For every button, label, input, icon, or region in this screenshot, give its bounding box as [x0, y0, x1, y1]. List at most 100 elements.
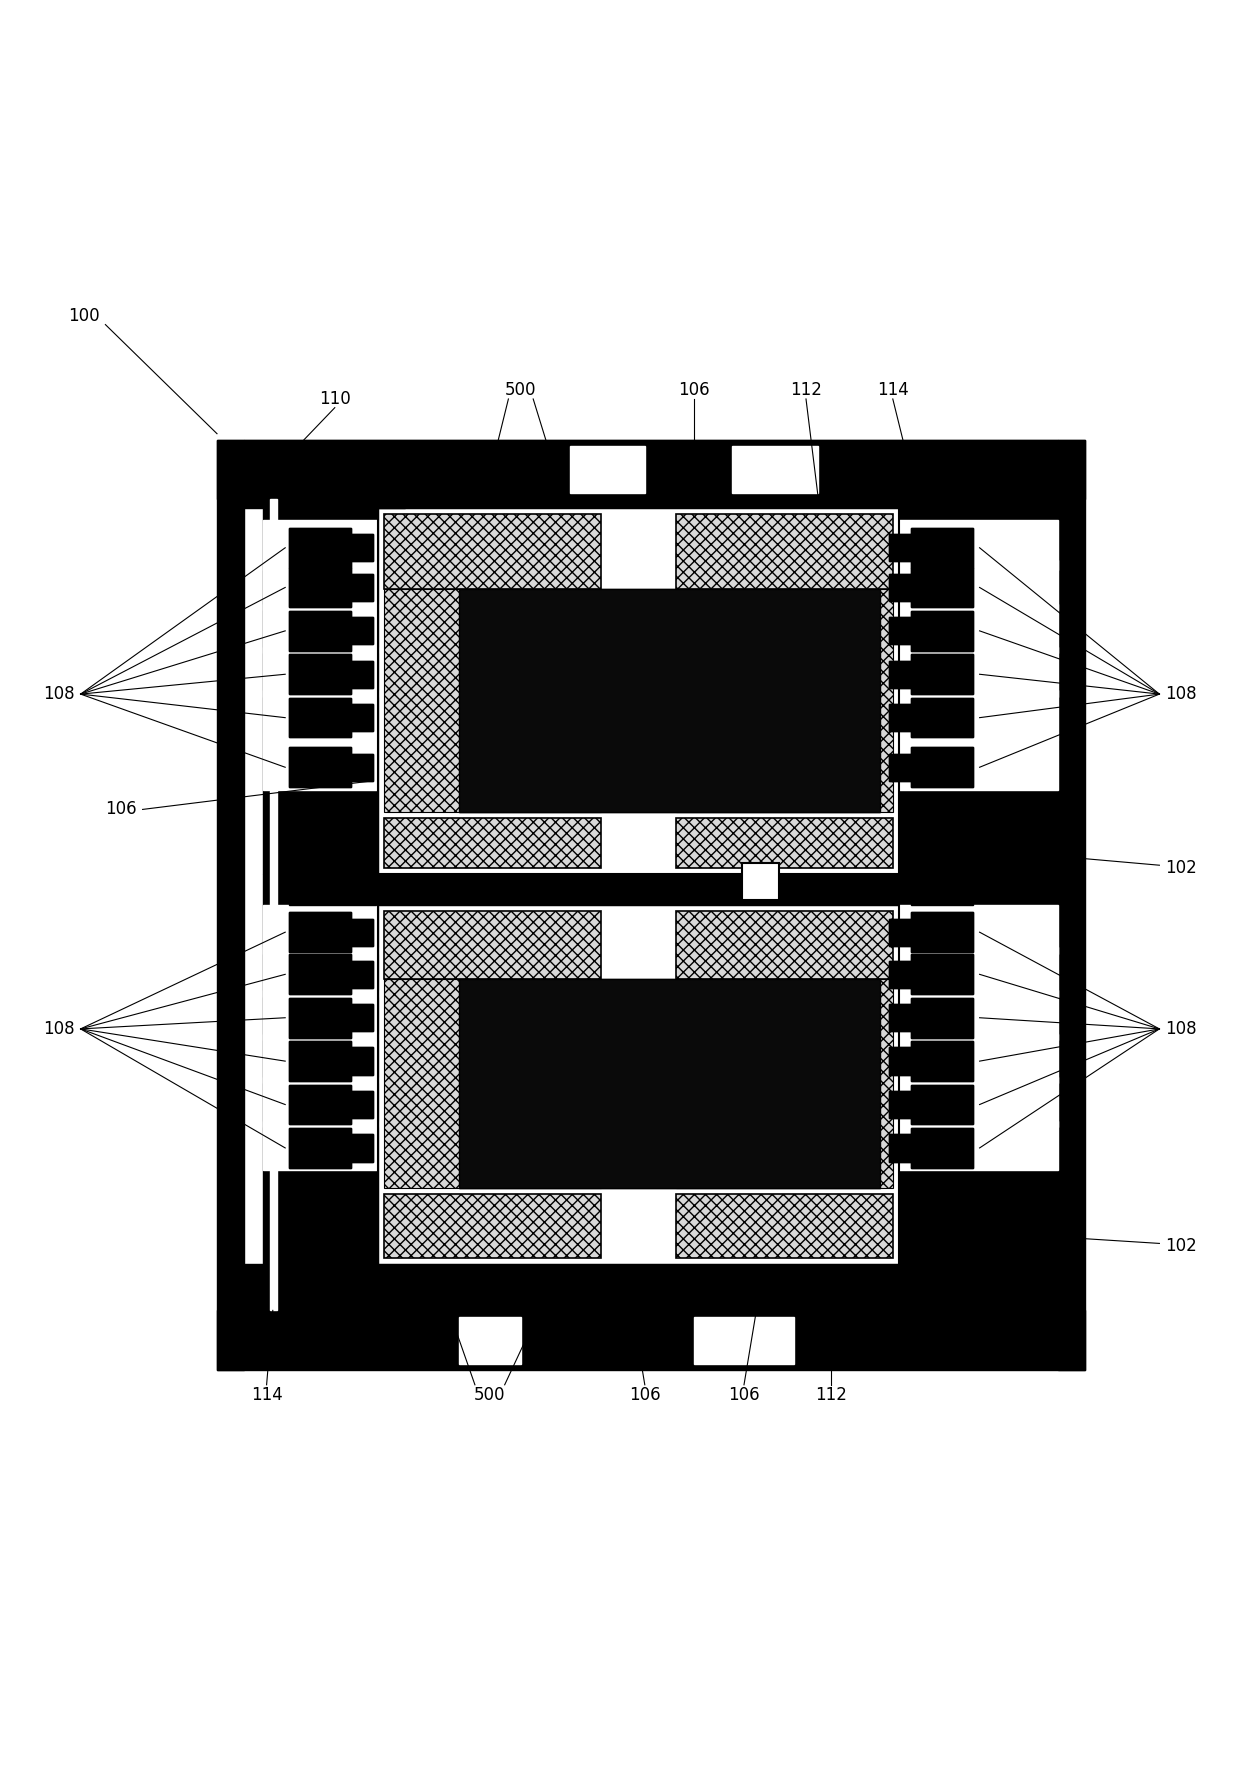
Bar [911, 1085, 973, 1125]
Text: 114: 114 [877, 382, 909, 400]
Bar [911, 1128, 973, 1167]
Bar [911, 568, 973, 607]
Bar [263, 560, 378, 610]
Bar [889, 534, 911, 562]
Bar [263, 603, 378, 653]
Bar [289, 1041, 351, 1082]
Bar [289, 568, 351, 607]
Bar [899, 1121, 1058, 1171]
Bar [732, 446, 818, 493]
Bar [289, 568, 351, 607]
Bar [289, 748, 351, 787]
Bar [289, 955, 351, 994]
Bar [694, 1317, 794, 1364]
Bar [384, 514, 601, 589]
Bar [263, 875, 1058, 905]
Bar [289, 837, 376, 905]
Bar [351, 534, 373, 562]
Bar [217, 439, 1085, 500]
Bar [911, 998, 973, 1037]
Text: 108: 108 [1166, 685, 1198, 703]
Bar [911, 1128, 973, 1167]
Bar [889, 618, 911, 644]
Bar [351, 960, 373, 987]
Bar [289, 528, 351, 568]
Bar [459, 589, 880, 812]
Text: 110: 110 [319, 389, 351, 409]
Text: 106: 106 [678, 382, 711, 400]
Text: 108: 108 [42, 1019, 74, 1037]
Bar [911, 610, 973, 652]
Bar [911, 655, 973, 694]
Bar [378, 905, 899, 1264]
Bar [889, 1005, 911, 1032]
Bar [899, 560, 1058, 610]
Bar [911, 655, 973, 694]
Bar [911, 568, 973, 607]
Bar [270, 500, 277, 1310]
Bar [889, 534, 911, 562]
Bar [889, 660, 911, 687]
Bar [889, 618, 911, 644]
Bar [351, 1133, 373, 1162]
Bar [217, 1310, 1085, 1369]
Bar [244, 439, 1058, 500]
Bar [244, 500, 1058, 1310]
Bar [676, 1194, 893, 1258]
Bar [899, 646, 1058, 696]
Bar [384, 910, 601, 980]
Text: 114: 114 [250, 1385, 283, 1403]
Bar [289, 1128, 351, 1167]
Bar [217, 439, 244, 1369]
Bar [899, 905, 1058, 1264]
Text: 102: 102 [1166, 859, 1198, 876]
Bar [889, 1048, 911, 1075]
Text: 102: 102 [1166, 1237, 1198, 1255]
Bar [244, 1264, 1058, 1310]
Bar [899, 509, 1058, 875]
Bar [289, 528, 351, 568]
Bar [351, 573, 373, 602]
Bar [889, 573, 911, 602]
Bar [889, 1133, 911, 1162]
Bar [289, 1041, 351, 1082]
Text: 500: 500 [505, 382, 537, 400]
Bar [899, 741, 1058, 789]
Bar [899, 991, 1058, 1041]
Bar [911, 528, 973, 568]
Bar [459, 1317, 521, 1364]
Bar [289, 610, 351, 652]
Bar [263, 1078, 378, 1126]
Bar [889, 919, 911, 946]
Bar [244, 500, 405, 509]
Bar [351, 919, 373, 946]
Bar [351, 960, 373, 987]
Bar [351, 573, 373, 602]
Bar [911, 837, 973, 905]
Text: 112: 112 [790, 382, 822, 400]
Bar [911, 912, 973, 951]
Bar [676, 514, 893, 589]
Bar [889, 753, 911, 780]
Bar [289, 748, 351, 787]
Bar [911, 955, 973, 994]
Bar [889, 660, 911, 687]
Bar [351, 753, 373, 780]
Bar [570, 446, 645, 493]
Bar [289, 955, 351, 994]
Bar [351, 919, 373, 946]
Bar [889, 919, 911, 946]
Bar [676, 980, 893, 1187]
Bar [1058, 439, 1085, 1369]
Bar [351, 1133, 373, 1162]
Bar [289, 998, 351, 1037]
Bar [459, 980, 880, 1187]
Bar [351, 1005, 373, 1032]
Bar [889, 1091, 911, 1117]
Bar [911, 748, 973, 787]
Bar [289, 998, 351, 1037]
Bar [263, 521, 378, 569]
Bar [889, 573, 911, 602]
Bar [263, 905, 378, 1264]
Bar [459, 980, 880, 1187]
